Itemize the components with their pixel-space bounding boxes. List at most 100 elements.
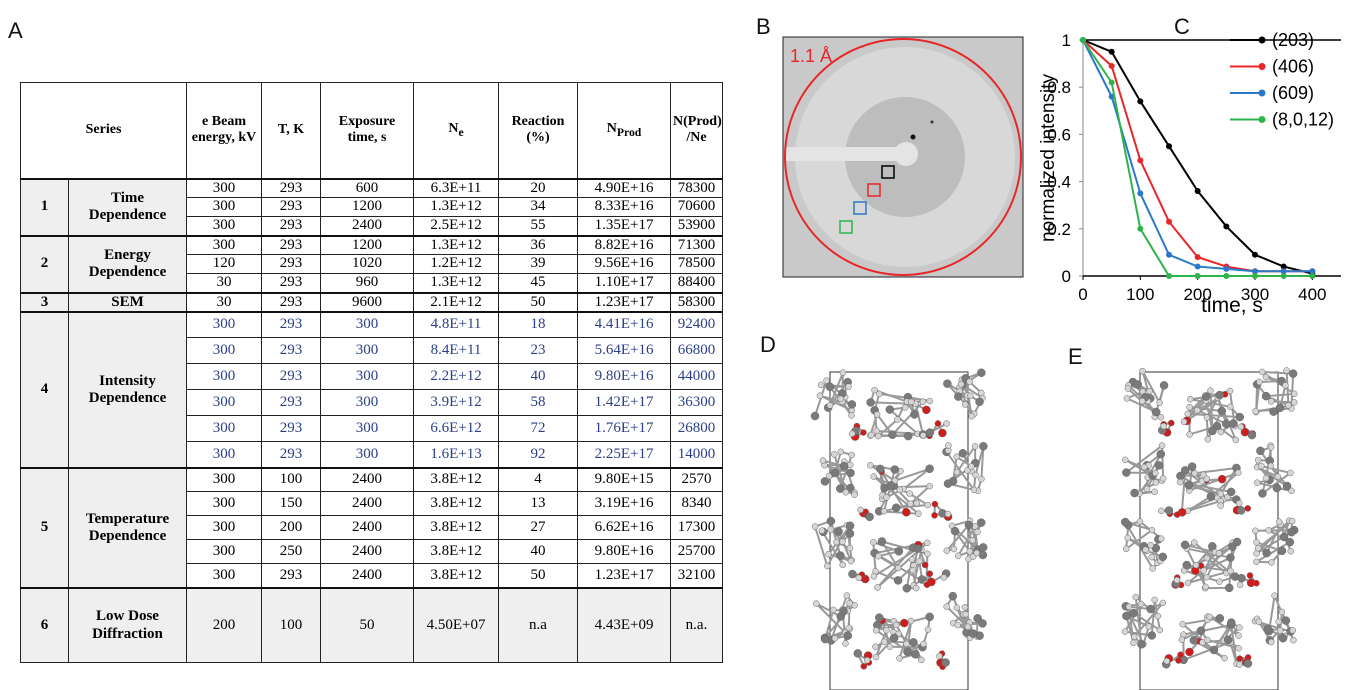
atom [926, 429, 934, 437]
atom [1236, 661, 1242, 667]
atom [907, 501, 913, 507]
atom [1268, 639, 1274, 645]
atom [978, 390, 984, 396]
atom [967, 548, 973, 554]
atom [1204, 476, 1210, 482]
atom [965, 624, 971, 630]
atom [894, 576, 902, 584]
atom [847, 545, 853, 551]
atom [1218, 429, 1224, 435]
atom [1148, 542, 1154, 548]
atom [842, 641, 848, 647]
atom [819, 528, 825, 534]
atom [1147, 605, 1155, 613]
atom [927, 483, 933, 489]
atom [913, 585, 919, 591]
atom [920, 641, 926, 647]
legend-label: (609) [1272, 83, 1314, 103]
atom [959, 449, 967, 457]
atom [846, 469, 854, 477]
atom [847, 600, 853, 606]
atom [828, 526, 834, 532]
atom [914, 500, 920, 506]
atom [1222, 420, 1230, 428]
atom [1268, 398, 1274, 404]
atom [932, 512, 938, 518]
atom [1256, 619, 1262, 625]
atom [977, 369, 985, 377]
data-point [1166, 252, 1172, 258]
atom [1146, 623, 1152, 629]
atom [1150, 565, 1156, 571]
atom [1160, 475, 1166, 481]
figure: A B C D E Seriese Beam energy, kVT, KExp… [0, 0, 1347, 690]
atom [945, 442, 951, 448]
atom [927, 571, 933, 577]
atom [1263, 549, 1271, 557]
atom [1282, 617, 1290, 625]
y-tick-label: 0 [1062, 267, 1071, 286]
atom [1236, 500, 1242, 506]
atom [902, 508, 910, 516]
y-tick-label: 1 [1062, 31, 1071, 50]
atom [1233, 437, 1239, 443]
atom [1202, 392, 1210, 400]
atom [903, 641, 909, 647]
atom [1268, 559, 1274, 565]
atom [1227, 619, 1235, 627]
atom [1259, 369, 1265, 375]
x-tick-label: 400 [1298, 285, 1326, 304]
atom [820, 458, 826, 464]
resolution-label: 1.1 Å [790, 46, 832, 66]
atom [1133, 594, 1139, 600]
atom [1121, 518, 1129, 526]
atom [954, 469, 960, 475]
atom [1160, 600, 1166, 606]
atom [840, 462, 848, 470]
atom [1193, 562, 1199, 568]
atom [871, 474, 877, 480]
atom [866, 513, 874, 521]
atom [1227, 404, 1233, 410]
atom [867, 398, 875, 406]
atom [892, 504, 900, 512]
atom [951, 546, 957, 552]
atom [887, 481, 895, 489]
atom [955, 622, 961, 628]
atom [1191, 539, 1197, 545]
bond [1183, 620, 1208, 624]
atom [873, 654, 879, 660]
atom [1285, 402, 1291, 408]
atom [1236, 413, 1244, 421]
data-point [1137, 157, 1143, 163]
atom [942, 659, 950, 667]
atom [891, 466, 899, 474]
atom [839, 607, 847, 615]
atom [1137, 640, 1145, 648]
atom [909, 556, 915, 562]
bond [849, 603, 850, 628]
atom [856, 575, 862, 581]
atom [907, 491, 913, 497]
atom [844, 593, 850, 599]
atom [881, 508, 887, 514]
atom [1279, 634, 1287, 642]
atom [1216, 550, 1222, 556]
data-point [1109, 63, 1115, 69]
data-point [1137, 190, 1143, 196]
bond [1266, 394, 1294, 396]
atom [1236, 633, 1242, 639]
atom [848, 412, 854, 418]
atom [943, 380, 951, 388]
atom [1236, 645, 1242, 651]
atom [831, 469, 839, 477]
data-point [1109, 49, 1115, 55]
atom [1207, 388, 1213, 394]
atom [1263, 374, 1269, 380]
atom [1238, 424, 1244, 430]
atom [854, 649, 862, 657]
atom [967, 393, 973, 399]
data-point [1223, 266, 1229, 272]
atom [1131, 489, 1139, 497]
atom [883, 627, 889, 633]
